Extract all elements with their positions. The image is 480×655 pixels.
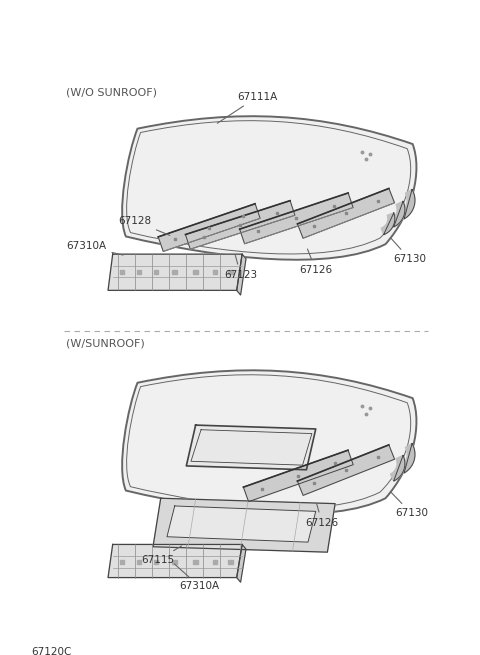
Bar xyxy=(228,560,233,565)
Bar xyxy=(137,560,142,565)
Text: 67130: 67130 xyxy=(391,493,428,518)
Polygon shape xyxy=(185,200,295,249)
Text: 67310A: 67310A xyxy=(66,242,123,255)
Polygon shape xyxy=(108,254,242,290)
Polygon shape xyxy=(243,450,353,502)
Polygon shape xyxy=(167,506,316,542)
Bar xyxy=(120,560,124,565)
Bar xyxy=(213,270,217,274)
Text: 67130: 67130 xyxy=(391,238,426,264)
Polygon shape xyxy=(158,204,260,252)
Text: 67123: 67123 xyxy=(224,255,257,280)
Polygon shape xyxy=(298,445,395,495)
PathPatch shape xyxy=(122,116,417,260)
Polygon shape xyxy=(298,189,395,238)
Text: 67310A: 67310A xyxy=(174,564,219,591)
Polygon shape xyxy=(390,201,405,227)
Text: (W/SUNROOF): (W/SUNROOF) xyxy=(66,339,145,349)
Bar xyxy=(193,560,198,565)
Polygon shape xyxy=(400,443,415,473)
Text: 67128: 67128 xyxy=(119,216,170,235)
Bar xyxy=(137,270,142,274)
Bar xyxy=(154,270,158,274)
Text: 67111A: 67111A xyxy=(217,92,278,123)
Polygon shape xyxy=(237,254,246,295)
Polygon shape xyxy=(237,544,246,582)
Bar xyxy=(172,270,177,274)
Bar xyxy=(213,560,217,565)
Bar xyxy=(154,560,158,565)
Polygon shape xyxy=(153,498,335,552)
PathPatch shape xyxy=(127,121,411,254)
Polygon shape xyxy=(400,189,415,219)
Text: 67115: 67115 xyxy=(142,546,181,565)
PathPatch shape xyxy=(127,375,411,508)
PathPatch shape xyxy=(122,370,417,514)
Text: 67120C: 67120C xyxy=(31,647,72,655)
Text: 67126: 67126 xyxy=(305,503,338,527)
Polygon shape xyxy=(381,213,395,234)
Polygon shape xyxy=(108,544,242,578)
Bar xyxy=(193,270,198,274)
Polygon shape xyxy=(240,193,353,244)
Polygon shape xyxy=(390,455,405,481)
Bar xyxy=(228,270,233,274)
Polygon shape xyxy=(186,425,316,470)
Bar xyxy=(172,560,177,565)
Text: (W/O SUNROOF): (W/O SUNROOF) xyxy=(66,88,157,98)
Text: 67126: 67126 xyxy=(299,249,332,275)
Bar xyxy=(120,270,124,274)
